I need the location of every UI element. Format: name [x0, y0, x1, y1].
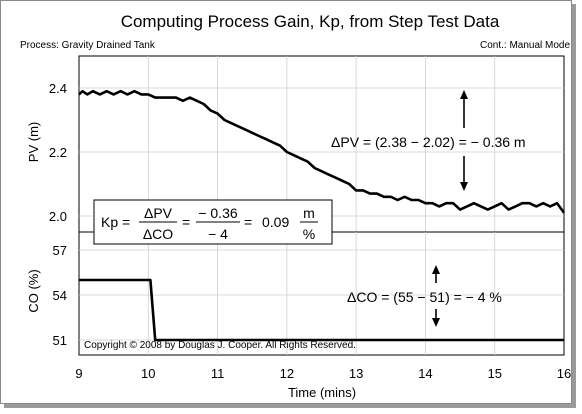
x-tick-label: 11 — [211, 366, 225, 381]
kp-denominator-delta-co: ΔCO — [143, 226, 173, 242]
co-axis-label: CO (%) — [26, 269, 41, 312]
x-axis-ticks: 9 10 11 12 13 14 15 16 — [75, 366, 571, 381]
x-tick-label: 13 — [349, 366, 363, 381]
co-plot-area — [78, 231, 565, 356]
pv-y-tick-label: 2.2 — [49, 145, 67, 160]
kp-lhs: Kp = — [101, 214, 130, 230]
pv-axis-label: PV (m) — [26, 122, 41, 162]
x-tick-label: 9 — [75, 366, 82, 381]
kp-equals-2: = — [244, 214, 252, 230]
copyright-notice: Copyright © 2008 by Douglas J. Cooper. A… — [84, 340, 356, 351]
pv-series-line — [78, 89, 566, 214]
pv-y-ticks: 2.4 2.2 2.0 — [49, 81, 67, 224]
co-delta-arrow — [432, 265, 440, 327]
x-tick-label: 15 — [487, 366, 501, 381]
co-y-tick-label: 57 — [53, 243, 67, 258]
pv-delta-arrow — [460, 90, 468, 191]
co-y-tick-label: 54 — [53, 288, 67, 303]
co-series-line — [79, 278, 564, 342]
kp-equals-1: = — [182, 214, 190, 230]
kp-unit-numerator: m — [303, 205, 315, 221]
co-delta-annotation: ΔCO = (55 − 51) = − 4 % — [347, 289, 502, 305]
co-y-tick-label: 51 — [53, 333, 67, 348]
kp-denominator-value: − 4 — [208, 226, 228, 242]
kp-equation: Kp = ΔPV ΔCO = − 0.36 − 4 = 0.09 m % — [93, 199, 333, 245]
x-tick-label: 10 — [141, 366, 155, 381]
pv-y-tick-label: 2.4 — [49, 81, 67, 96]
kp-numerator-value: − 0.36 — [198, 205, 238, 221]
x-tick-label: 14 — [418, 366, 432, 381]
pv-delta-annotation: ΔPV = (2.38 − 2.02) = − 0.36 m — [331, 134, 526, 150]
co-y-ticks: 57 54 51 — [53, 243, 67, 348]
process-label: Process: Gravity Drained Tank — [20, 40, 156, 51]
controller-mode-label: Cont.: Manual Mode — [480, 40, 570, 51]
x-tick-label: 16 — [557, 366, 571, 381]
pv-y-tick-label: 2.0 — [49, 209, 67, 224]
x-tick-label: 12 — [280, 366, 294, 381]
chart-title: Computing Process Gain, Kp, from Step Te… — [121, 12, 500, 31]
kp-numerator-delta-pv: ΔPV — [144, 205, 173, 221]
kp-unit-denominator: % — [303, 226, 315, 242]
x-axis-label: Time (mins) — [288, 385, 356, 400]
kp-value: 0.09 — [262, 214, 289, 230]
